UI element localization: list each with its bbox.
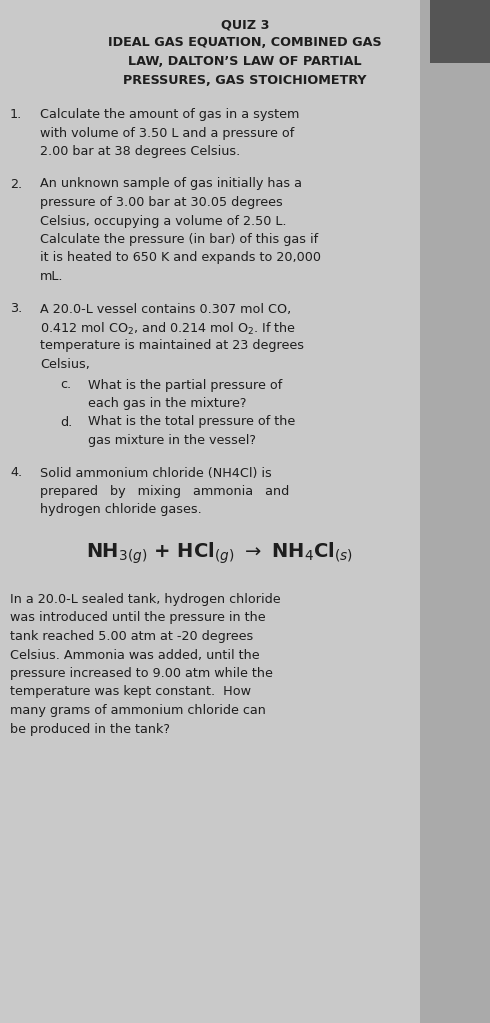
Text: each gas in the mixture?: each gas in the mixture?: [88, 397, 246, 410]
Text: it is heated to 650 K and expands to 20,000: it is heated to 650 K and expands to 20,…: [40, 252, 321, 265]
Text: 2.00 bar at 38 degrees Celsius.: 2.00 bar at 38 degrees Celsius.: [40, 145, 240, 158]
Text: An unknown sample of gas initially has a: An unknown sample of gas initially has a: [40, 178, 302, 190]
Text: with volume of 3.50 L and a pressure of: with volume of 3.50 L and a pressure of: [40, 127, 294, 139]
Text: was introduced until the pressure in the: was introduced until the pressure in the: [10, 612, 266, 624]
Text: Solid ammonium chloride (NH4Cl) is: Solid ammonium chloride (NH4Cl) is: [40, 466, 272, 480]
Text: pressure of 3.00 bar at 30.05 degrees: pressure of 3.00 bar at 30.05 degrees: [40, 196, 283, 209]
Text: PRESSURES, GAS STOICHIOMETRY: PRESSURES, GAS STOICHIOMETRY: [123, 74, 367, 87]
Text: LAW, DALTON’S LAW OF PARTIAL: LAW, DALTON’S LAW OF PARTIAL: [128, 55, 362, 68]
Text: be produced in the tank?: be produced in the tank?: [10, 722, 170, 736]
Text: Celsius, occupying a volume of 2.50 L.: Celsius, occupying a volume of 2.50 L.: [40, 215, 287, 227]
Text: hydrogen chloride gases.: hydrogen chloride gases.: [40, 503, 202, 517]
Text: many grams of ammonium chloride can: many grams of ammonium chloride can: [10, 704, 266, 717]
Text: Celsius,: Celsius,: [40, 358, 90, 371]
Text: 1.: 1.: [10, 108, 22, 121]
Text: IDEAL GAS EQUATION, COMBINED GAS: IDEAL GAS EQUATION, COMBINED GAS: [108, 37, 382, 49]
Text: What is the partial pressure of: What is the partial pressure of: [88, 379, 282, 392]
Bar: [420, 0, 490, 1023]
Text: pressure increased to 9.00 atm while the: pressure increased to 9.00 atm while the: [10, 667, 273, 680]
Text: NH$_{3(g)}$ + HCl$_{(g)}$ $\rightarrow$ NH$_4$Cl$_{(s)}$: NH$_{3(g)}$ + HCl$_{(g)}$ $\rightarrow$ …: [86, 540, 353, 566]
Text: 2.: 2.: [10, 178, 22, 190]
Text: temperature is maintained at 23 degrees: temperature is maintained at 23 degrees: [40, 340, 304, 353]
Text: 0.412 mol CO$_2$, and 0.214 mol O$_2$. If the: 0.412 mol CO$_2$, and 0.214 mol O$_2$. I…: [40, 321, 296, 338]
Bar: [430, 0, 490, 63]
Text: mL.: mL.: [40, 270, 64, 283]
Text: QUIZ 3: QUIZ 3: [221, 18, 269, 31]
Text: temperature was kept constant.  How: temperature was kept constant. How: [10, 685, 251, 699]
Text: Celsius. Ammonia was added, until the: Celsius. Ammonia was added, until the: [10, 649, 260, 662]
Text: c.: c.: [60, 379, 71, 392]
Text: What is the total pressure of the: What is the total pressure of the: [88, 415, 295, 429]
Text: Calculate the amount of gas in a system: Calculate the amount of gas in a system: [40, 108, 299, 121]
Text: 4.: 4.: [10, 466, 22, 480]
Text: gas mixture in the vessel?: gas mixture in the vessel?: [88, 434, 256, 447]
Text: In a 20.0-L sealed tank, hydrogen chloride: In a 20.0-L sealed tank, hydrogen chlori…: [10, 593, 281, 606]
Text: 3.: 3.: [10, 303, 22, 315]
Text: d.: d.: [60, 415, 72, 429]
Text: tank reached 5.00 atm at -20 degrees: tank reached 5.00 atm at -20 degrees: [10, 630, 253, 643]
Text: prepared   by   mixing   ammonia   and: prepared by mixing ammonia and: [40, 485, 289, 498]
Text: A 20.0-L vessel contains 0.307 mol CO,: A 20.0-L vessel contains 0.307 mol CO,: [40, 303, 291, 315]
Text: Calculate the pressure (in bar) of this gas if: Calculate the pressure (in bar) of this …: [40, 233, 318, 246]
